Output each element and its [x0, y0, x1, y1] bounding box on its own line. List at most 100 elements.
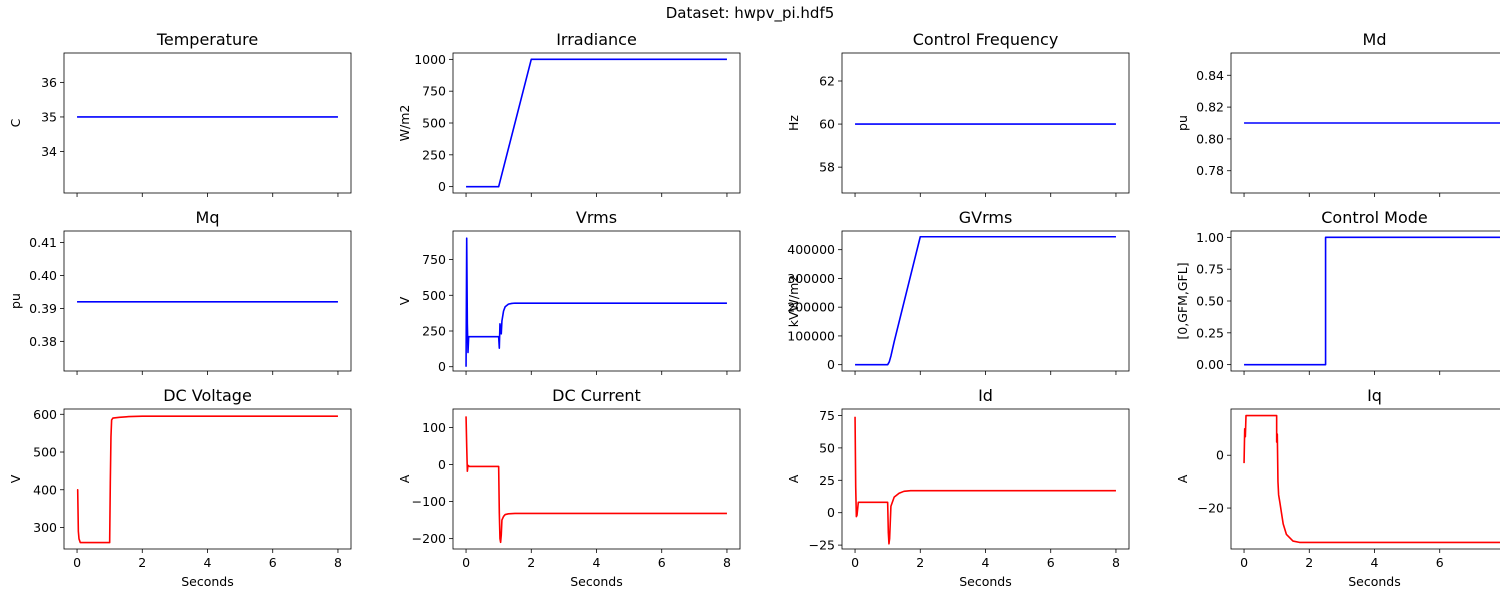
y-tick-label: 0.84: [1196, 68, 1224, 83]
subplot-title: Irradiance: [556, 30, 637, 49]
y-tick-label: 400: [33, 482, 57, 497]
subplot-title: DC Current: [552, 386, 641, 405]
subplot-mq: Mq 0.38 0.39 0.40 0.41 pu: [8, 208, 352, 375]
y-axis-label: A: [786, 474, 801, 483]
y-tick-label: 600: [33, 407, 57, 422]
y-tick-label: 0.50: [1196, 294, 1224, 309]
y-tick-label: 0: [438, 359, 446, 374]
y-tick-label: −20: [1198, 501, 1224, 516]
y-tick-label: 750: [422, 84, 446, 99]
y-tick-label: 0.75: [1196, 262, 1224, 277]
plot-frame: [1230, 408, 1500, 550]
y-tick-label: −25: [809, 538, 835, 553]
plot-frame: [841, 408, 1130, 550]
x-tick-label: 2: [1305, 555, 1313, 570]
subplot-title: GVrms: [959, 208, 1013, 227]
x-axis-label: Seconds: [181, 574, 234, 589]
series-line: [76, 415, 338, 544]
plot-frame: [1230, 230, 1500, 372]
subplot-title: Vrms: [576, 208, 617, 227]
y-axis-label: [0,GFM,GFL]: [1175, 262, 1190, 339]
subplot-gvrms: GVrms 0 100000 200000 300000 400000 kVW/m2: [786, 208, 1130, 375]
y-tick-label: 58: [819, 160, 835, 175]
subplot-title: Control Frequency: [913, 30, 1059, 49]
subplot-dc-current: DC Current −200 −100 0 100 0 2 4 6 8 A Seconds: [397, 386, 741, 589]
series-line: [1244, 236, 1500, 366]
x-tick-label: 0: [462, 555, 470, 570]
subplot-dc-voltage: DC Voltage 300 400 500 600 0 2 4 6 8 V Seconds: [8, 386, 352, 589]
y-tick-label: 62: [819, 74, 835, 89]
x-tick-label: 0: [1240, 555, 1248, 570]
y-tick-label: 0.40: [29, 268, 57, 283]
x-tick-label: 4: [204, 555, 212, 570]
plot-frame: [452, 52, 741, 194]
y-tick-label: 25: [819, 473, 835, 488]
y-tick-label: 0.38: [29, 334, 57, 349]
plot-frame: [63, 408, 352, 550]
x-tick-label: 6: [269, 555, 277, 570]
y-tick-label: 750: [422, 252, 446, 267]
plot-frame: [1230, 52, 1500, 194]
y-axis-label: C: [8, 118, 23, 127]
x-axis-label: Seconds: [959, 574, 1012, 589]
x-tick-label: 2: [138, 555, 146, 570]
x-tick-label: 2: [527, 555, 535, 570]
subplot-title: Iq: [1367, 386, 1382, 405]
y-tick-label: 0.25: [1196, 325, 1224, 340]
subplot-title: DC Voltage: [163, 386, 252, 405]
subplot-title: Temperature: [156, 30, 258, 49]
y-tick-label: 0: [827, 357, 835, 372]
y-axis-label: W/m2: [397, 105, 412, 142]
y-axis-label: V: [8, 474, 23, 483]
y-tick-label: 0.82: [1196, 100, 1224, 115]
y-tick-label: 250: [422, 147, 446, 162]
x-axis-label: Seconds: [1348, 574, 1401, 589]
y-tick-label: 60: [819, 117, 835, 132]
subplot-iq: Iq−20002468ASeconds: [1175, 386, 1500, 589]
y-axis-label: pu: [1175, 115, 1190, 131]
x-tick-label: 2: [916, 555, 924, 570]
y-tick-label: −100: [412, 494, 446, 509]
y-axis-label: V: [397, 296, 412, 305]
y-tick-label: 0.00: [1196, 357, 1224, 372]
y-tick-label: 0: [827, 505, 835, 520]
y-tick-label: 0.80: [1196, 131, 1224, 146]
x-tick-label: 0: [73, 555, 81, 570]
x-axis-label: Seconds: [570, 574, 623, 589]
y-tick-label: −200: [412, 531, 446, 546]
subplot-control-frequency: Control Frequency 58 60 62 Hz: [786, 30, 1130, 197]
y-tick-label: 0.41: [29, 235, 57, 250]
plot-frame: [63, 230, 352, 372]
series-line: [1243, 414, 1500, 544]
subplot-title: Id: [978, 386, 993, 405]
y-tick-label: 0.39: [29, 301, 57, 316]
subplot-title: Mq: [196, 208, 220, 227]
x-tick-label: 4: [1371, 555, 1379, 570]
subplot-vrms: Vrms 0 250 500 750 V: [397, 208, 741, 375]
series-line: [855, 235, 1116, 366]
plot-frame: [841, 52, 1130, 194]
subplot-control-mode: Control Mode 0.00 0.25 0.50 0.75 1.00 [0,GFM,G…: [1175, 208, 1500, 375]
x-tick-label: 8: [723, 555, 731, 570]
y-tick-label: 400000: [787, 242, 835, 257]
y-tick-label: 0: [1216, 448, 1224, 463]
subplot-id: Id −25 0 25 50 75 0 2 4 6 8 A Seconds: [786, 386, 1130, 589]
y-tick-label: 34: [41, 144, 57, 159]
y-tick-label: 300: [33, 520, 57, 535]
y-tick-label: 500: [422, 116, 446, 131]
x-tick-label: 4: [982, 555, 990, 570]
figure-suptitle: Dataset: hwpv_pi.hdf5: [666, 4, 835, 23]
y-tick-label: 36: [41, 75, 57, 90]
x-tick-label: 8: [1112, 555, 1120, 570]
x-tick-label: 0: [851, 555, 859, 570]
y-axis-label: Hz: [786, 115, 801, 131]
y-tick-label: 500: [33, 445, 57, 460]
y-tick-label: 0.78: [1196, 163, 1224, 178]
y-tick-label: 250: [422, 324, 446, 339]
x-tick-label: 6: [658, 555, 666, 570]
plot-frame: [63, 52, 352, 194]
subplot-md: Md 0.78 0.80 0.82 0.84 pu: [1175, 30, 1500, 197]
subplot-temperature: Temperature 34 35 36 C: [8, 30, 352, 197]
y-axis-label: kVW/m2: [786, 275, 801, 328]
y-tick-label: 0: [438, 457, 446, 472]
